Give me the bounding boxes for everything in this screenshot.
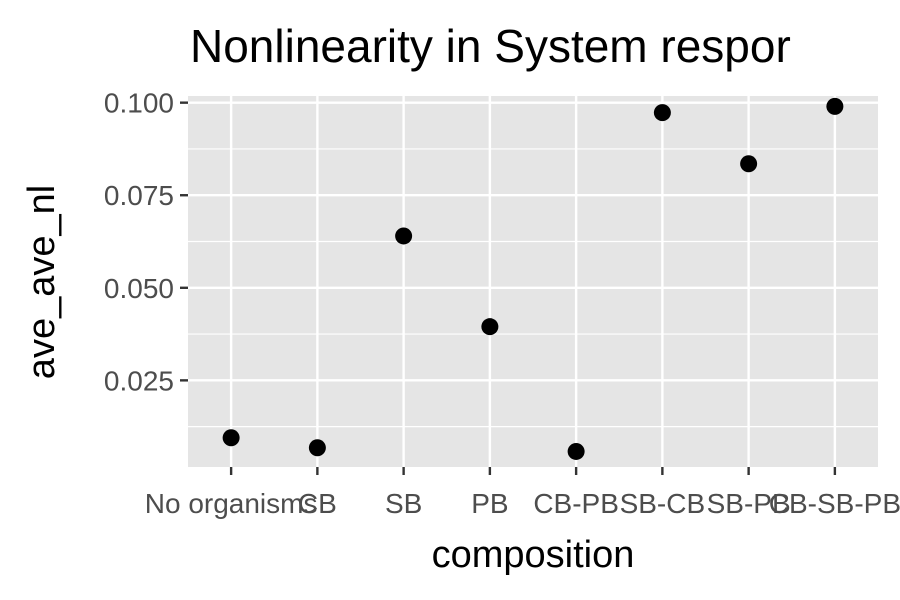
data-point bbox=[395, 227, 413, 245]
x-axis-title: composition bbox=[432, 534, 635, 576]
x-tick-label: CB bbox=[298, 488, 337, 519]
y-tick-label: 0.100 bbox=[104, 88, 174, 119]
data-point bbox=[567, 442, 585, 460]
plot-panel bbox=[188, 96, 878, 467]
data-point bbox=[481, 318, 499, 336]
x-tick-label: SB bbox=[385, 488, 422, 519]
x-tick-label: PB bbox=[471, 488, 508, 519]
data-point bbox=[826, 97, 844, 115]
data-point bbox=[653, 104, 671, 122]
y-axis-title: ave_ave_nl bbox=[21, 185, 63, 379]
y-tick-label: 0.075 bbox=[104, 180, 174, 211]
data-point bbox=[222, 429, 240, 447]
x-tick-label: CB-SB-PB bbox=[769, 488, 900, 519]
x-tick-label: SB-CB bbox=[620, 488, 706, 519]
data-point bbox=[740, 155, 758, 173]
chart-title: Nonlinearity in System respor bbox=[190, 20, 791, 72]
y-tick-label: 0.050 bbox=[104, 273, 174, 304]
y-axis: 0.025 0.050 0.075 0.100 bbox=[104, 88, 188, 396]
x-tick-label: CB-PB bbox=[533, 488, 619, 519]
minor-gridlines bbox=[188, 148, 878, 428]
major-gridlines bbox=[188, 96, 878, 467]
data-points bbox=[222, 97, 844, 460]
x-tick-label: No organisms bbox=[145, 488, 318, 519]
data-point bbox=[308, 439, 326, 457]
x-tick-label: SB-PB bbox=[707, 488, 791, 519]
y-tick-label: 0.025 bbox=[104, 365, 174, 396]
